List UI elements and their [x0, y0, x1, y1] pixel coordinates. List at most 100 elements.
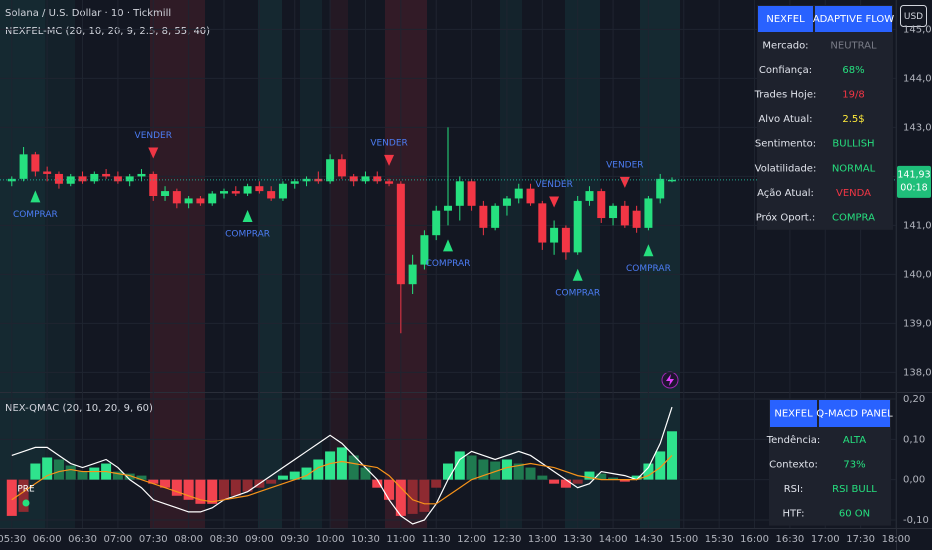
histogram-bar — [207, 479, 218, 504]
candle-body — [597, 191, 606, 219]
panel-header: Q-MACD PANEL — [816, 409, 893, 420]
x-tick-label: 14:00 — [599, 534, 628, 545]
session-label: PRE — [17, 485, 35, 495]
histogram-bar — [501, 459, 512, 480]
histogram-bar — [596, 473, 607, 480]
histogram-bar — [6, 479, 17, 516]
oscillator-title: NEX-QMAC (20, 10, 20, 9, 60) — [5, 403, 153, 414]
candle-body — [455, 181, 464, 206]
candle-body — [620, 205, 629, 226]
panel-header: ADAPTIVE FLOW — [813, 14, 894, 25]
buy-marker — [30, 190, 41, 203]
histogram-bar — [537, 475, 548, 480]
candle-body — [668, 179, 676, 182]
histogram-bar — [384, 479, 395, 500]
candle-body — [326, 159, 335, 182]
histogram-bar — [277, 475, 288, 480]
histogram-bar — [183, 479, 194, 500]
histogram-bar — [242, 479, 253, 492]
y-tick-label: 138,00 — [903, 367, 932, 378]
candle-body — [172, 191, 181, 204]
x-tick-label: 07:30 — [139, 534, 168, 545]
candle-body — [491, 205, 500, 228]
histogram-bar — [443, 463, 453, 480]
candle-body — [278, 183, 287, 199]
buy-marker — [643, 244, 654, 257]
y-tick-label: 0,00 — [903, 475, 925, 486]
candle-body — [632, 210, 641, 228]
candle-body — [255, 186, 264, 192]
histogram-bar — [478, 459, 489, 480]
candle-body — [361, 176, 370, 182]
histogram-bar — [490, 461, 501, 480]
sell-marker — [384, 154, 395, 166]
histogram-bar — [171, 479, 182, 496]
sell-marker — [549, 196, 560, 208]
stripe — [500, 0, 522, 528]
histogram-bar — [77, 471, 88, 480]
x-tick-label: 05:30 — [0, 534, 26, 545]
indicator-title: NEXFEL-MC (20, 10, 20, 9, 2.5, 8, 55, 40… — [5, 26, 210, 37]
sell-marker — [148, 147, 159, 159]
sell-label: VENDER — [135, 131, 172, 141]
candle-body — [644, 198, 653, 228]
candle-body — [385, 181, 394, 184]
candle-body — [408, 264, 417, 285]
histogram-bar — [525, 467, 536, 480]
panel-header-cell — [758, 6, 813, 32]
panel-value: 19/8 — [842, 90, 864, 101]
sell-label: VENDER — [606, 160, 643, 170]
candle-body — [573, 200, 582, 253]
currency-button[interactable] — [900, 5, 927, 27]
histogram-bar — [124, 473, 135, 480]
stripe — [300, 0, 322, 528]
panel-label: Alvo Atual: — [758, 114, 812, 125]
panel-value: NEUTRAL — [830, 40, 877, 51]
x-tick-label: 10:00 — [316, 534, 345, 545]
y-tick-label: 144,00 — [903, 73, 932, 84]
candle-body — [561, 227, 570, 253]
x-tick-label: 13:00 — [528, 534, 557, 545]
x-tick-label: 08:30 — [210, 534, 239, 545]
panel-header-cell — [770, 400, 817, 427]
candle-body — [90, 173, 99, 182]
histogram-bar — [148, 479, 159, 484]
candle-body — [102, 173, 111, 177]
buy-marker — [242, 210, 253, 222]
x-tick-label: 18:00 — [882, 534, 911, 545]
candle-body — [19, 154, 28, 179]
histogram-bar — [219, 479, 229, 500]
buy-marker — [443, 239, 453, 252]
candle-body — [220, 191, 228, 194]
panel-value: 60 ON — [839, 508, 870, 519]
candle-body — [113, 176, 122, 182]
panel-label: Próx Oport.: — [756, 212, 816, 224]
x-tick-label: 17:00 — [811, 534, 840, 545]
candle-body — [479, 205, 488, 228]
candle-body — [432, 210, 441, 236]
y-tick-label: 140,00 — [903, 269, 932, 280]
histogram-bar — [325, 451, 336, 480]
histogram-bar — [572, 479, 583, 484]
currency-label[interactable]: USD — [904, 12, 923, 22]
stripe — [385, 0, 427, 528]
panel-value: COMPRA — [832, 213, 875, 224]
histogram-bar — [549, 479, 560, 484]
panel-header-cell — [819, 400, 890, 427]
x-tick-label: 11:30 — [422, 534, 451, 545]
panel-header: NEXFEL — [774, 409, 813, 420]
candle-body — [184, 198, 193, 204]
histogram-bar — [336, 447, 347, 480]
histogram-bar — [454, 451, 465, 480]
histogram-bar — [619, 479, 630, 482]
candle-body — [54, 173, 63, 184]
histogram-bar — [18, 479, 29, 512]
histogram-bar — [289, 471, 300, 480]
panel-label: HTF: — [783, 508, 805, 519]
histogram-bar — [466, 455, 477, 480]
x-tick-label: 11:00 — [386, 534, 415, 545]
histogram-bar — [643, 463, 654, 480]
x-tick-label: 07:00 — [103, 534, 132, 545]
histogram-bar — [560, 479, 571, 488]
